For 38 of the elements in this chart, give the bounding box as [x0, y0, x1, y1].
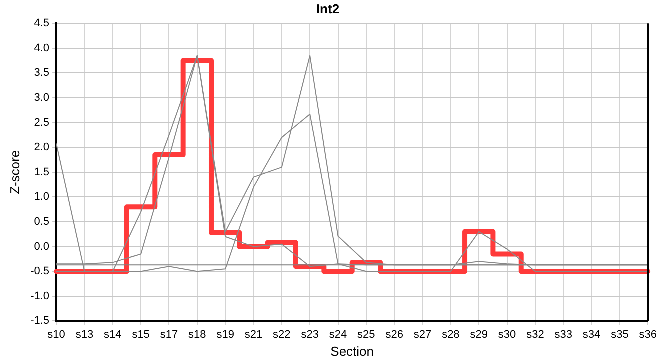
x-tick-label: s18: [188, 328, 206, 341]
y-tick-label: 1.0: [34, 191, 50, 204]
x-tick-label: s13: [76, 328, 94, 341]
x-tick-label: s32: [526, 328, 544, 341]
y-tick-label: 4.5: [34, 18, 50, 30]
x-tick-label: s23: [301, 328, 319, 341]
x-tick-label: s10: [48, 328, 66, 341]
x-tick-label: s27: [414, 328, 432, 341]
x-axis-title: Section: [330, 344, 374, 359]
y-tick-label: 0.5: [34, 216, 50, 228]
chart-title: Int2: [316, 1, 340, 16]
x-tick-label: s33: [554, 328, 572, 341]
x-tick-label: s36: [639, 328, 658, 341]
x-tick-label: s26: [386, 328, 404, 341]
y-tick-label: -0.5: [30, 266, 50, 278]
x-tick-label: s17: [160, 328, 178, 341]
x-tick-label: s14: [104, 328, 122, 341]
x-tick-label: s28: [442, 328, 460, 341]
x-tick-label: s19: [216, 328, 234, 341]
x-tick-label: s34: [582, 328, 601, 341]
y-tick-label: 4.0: [34, 42, 50, 54]
y-tick-label: 3.0: [34, 92, 50, 104]
x-tick-label: s15: [132, 328, 150, 341]
y-axis-title: Z-score: [7, 150, 22, 194]
y-tick-label: -1.5: [30, 315, 50, 328]
x-tick-label: s24: [329, 328, 348, 341]
x-tick-label: s22: [273, 328, 291, 341]
y-tick-label: 2.5: [34, 116, 50, 129]
x-tick-label: s29: [470, 328, 488, 341]
x-tick-label: s35: [611, 328, 629, 341]
y-tick-label: -1.0: [30, 290, 50, 302]
x-tick-label: s21: [244, 328, 263, 341]
y-tick-label: 1.5: [34, 166, 50, 178]
x-tick-label: s25: [358, 328, 376, 341]
y-tick-label: 2.0: [34, 142, 50, 154]
x-tick-label: s30: [498, 328, 516, 341]
y-tick-label: 3.5: [34, 67, 50, 80]
y-tick-label: 0.0: [34, 240, 50, 253]
